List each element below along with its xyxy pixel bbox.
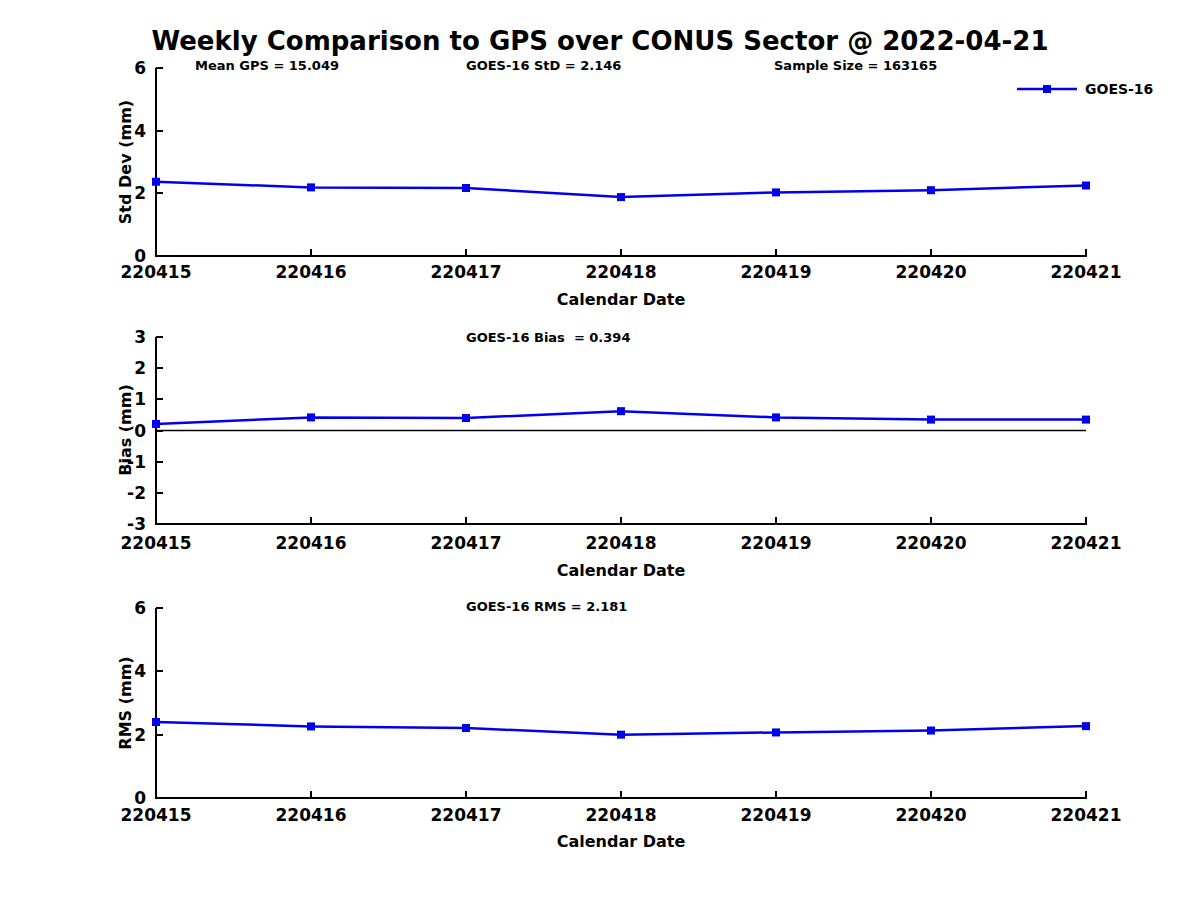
data-point-marker	[927, 727, 935, 735]
x-tick-label: 220420	[896, 533, 967, 553]
data-point-marker	[462, 724, 470, 732]
x-tick-label: 220419	[741, 805, 812, 825]
x-tick-label: 220415	[121, 805, 192, 825]
data-point-marker	[152, 420, 160, 428]
data-point-marker	[307, 183, 315, 191]
x-tick-label: 220419	[741, 262, 812, 282]
data-point-marker	[772, 188, 780, 196]
x-tick-label: 220415	[121, 533, 192, 553]
x-tick-label: 220418	[586, 805, 657, 825]
data-point-marker	[927, 416, 935, 424]
x-tick-label: 220420	[896, 262, 967, 282]
data-point-marker	[927, 186, 935, 194]
x-tick-label: 220415	[121, 262, 192, 282]
y-tick-label: 6	[134, 58, 146, 78]
x-tick-label: 220416	[276, 262, 347, 282]
y-tick-label: 1	[134, 389, 146, 409]
y-tick-label: 2	[134, 183, 146, 203]
data-point-marker	[152, 718, 160, 726]
x-tick-label: 220421	[1051, 262, 1122, 282]
plots-canvas: 0 2 4 6 220415 220416 220417 220418 220419 220420…	[0, 0, 1200, 900]
y-tick-label: 3	[134, 327, 146, 347]
y-tick-label: -3	[127, 514, 146, 534]
y-tick-label: 0	[134, 421, 146, 441]
data-point-marker	[1082, 416, 1090, 424]
y-tick-label: 4	[134, 661, 146, 681]
bias-plot: -3 -2 -1 0 1 2 3 220415 220416 220417 220418 220419…	[121, 327, 1122, 553]
x-tick-label: 220418	[586, 533, 657, 553]
rms-plot: 0246220415220416220417220418220419220420…	[121, 598, 1122, 825]
x-tick-label: 220419	[741, 533, 812, 553]
y-tick-label: 2	[134, 725, 146, 745]
data-point-marker	[772, 413, 780, 421]
y-tick-label: -1	[127, 452, 146, 472]
x-tick-label: 220421	[1051, 805, 1122, 825]
x-tick-label: 220416	[276, 805, 347, 825]
data-point-marker	[307, 413, 315, 421]
y-tick-label: 6	[134, 598, 146, 618]
data-point-marker	[462, 414, 470, 422]
x-tick-label: 220417	[431, 262, 502, 282]
x-tick-label: 220417	[431, 533, 502, 553]
x-tick-label: 220421	[1051, 533, 1122, 553]
std-dev-plot: 0246220415220416220417220418220419220420…	[121, 58, 1122, 282]
data-point-marker	[617, 731, 625, 739]
x-tick-label: 220420	[896, 805, 967, 825]
weekly-gps-comparison-figure: Weekly Comparison to GPS over CONUS Sect…	[0, 0, 1200, 900]
y-tick-label: 4	[134, 121, 146, 141]
y-tick-label: 2	[134, 358, 146, 378]
data-point-marker	[1082, 182, 1090, 190]
y-tick-label: -2	[127, 483, 146, 503]
x-tick-label: 220417	[431, 805, 502, 825]
data-point-marker	[462, 184, 470, 192]
x-tick-label: 220418	[586, 262, 657, 282]
data-point-marker	[1082, 722, 1090, 730]
data-point-marker	[152, 178, 160, 186]
x-tick-label: 220416	[276, 533, 347, 553]
data-point-marker	[617, 407, 625, 415]
data-point-marker	[772, 728, 780, 736]
data-point-marker	[617, 193, 625, 201]
data-point-marker	[307, 722, 315, 730]
